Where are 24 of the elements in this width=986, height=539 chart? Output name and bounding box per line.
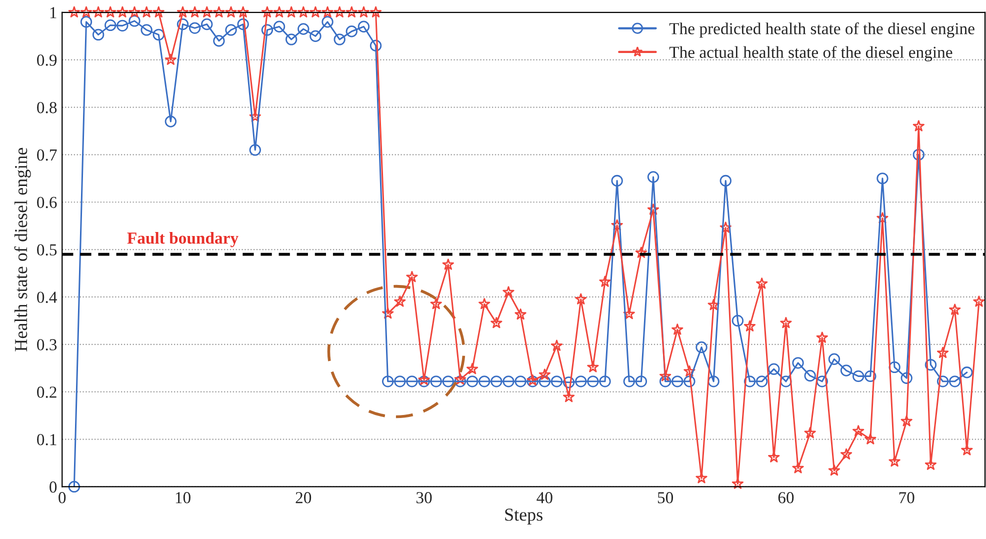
y-tick-label: 0.7 xyxy=(37,149,57,161)
legend-label: The actual health state of the diesel engine xyxy=(669,46,952,62)
x-tick-label: 40 xyxy=(536,492,552,504)
y-tick-label: 0.8 xyxy=(37,102,57,114)
x-tick-label: 10 xyxy=(176,492,190,504)
x-tick-label: 30 xyxy=(416,492,432,504)
y-axis-title: Health state of diesel engine xyxy=(14,148,31,352)
legend-label: The predicted health state of the diesel engine xyxy=(669,22,974,38)
x-axis-title: Steps xyxy=(505,508,542,524)
y-tick-label: 0.2 xyxy=(37,386,56,398)
y-tick-label: 0.5 xyxy=(37,244,57,256)
y-tick-label: 0.4 xyxy=(37,292,57,304)
x-tick-label: 60 xyxy=(778,492,794,504)
y-tick-label: 1 xyxy=(50,7,56,18)
y-tick-label: 0 xyxy=(50,481,57,493)
x-tick-label: 20 xyxy=(296,492,312,504)
x-tick-label: 50 xyxy=(658,492,674,504)
y-tick-label: 0.9 xyxy=(37,54,57,66)
y-tick-label: 0.3 xyxy=(37,339,57,350)
y-tick-label: 0.1 xyxy=(37,434,56,446)
ref-line-label: Fault boundary xyxy=(127,232,238,248)
y-tick-label: 0.6 xyxy=(37,196,57,208)
x-tick-label: 70 xyxy=(899,492,914,504)
x-tick-label: 0 xyxy=(58,492,66,504)
